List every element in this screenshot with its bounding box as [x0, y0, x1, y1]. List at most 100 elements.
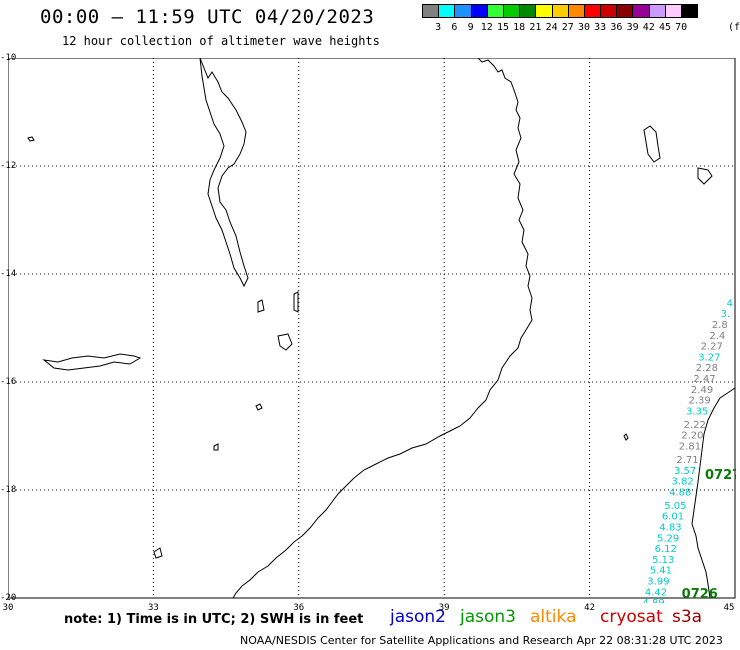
swh-value: 2.20 — [681, 431, 703, 442]
scale-swatch — [632, 4, 650, 18]
scale-swatch — [422, 4, 440, 18]
map-frame — [8, 58, 736, 599]
color-scale-labels: 3 6 9 12 15 18 21 24 27 30 33 36 39 42 45 70 — [422, 22, 740, 34]
swh-value: 2.39 — [689, 396, 711, 407]
swh-value: 3.57 — [674, 466, 696, 477]
coastline — [27, 58, 736, 599]
swh-value: 2.81 — [679, 442, 701, 453]
scale-swatch — [681, 4, 699, 18]
altimeter-swh-track: 43.2.82.42.273.272.282.472.492.393.35 2.2… — [642, 298, 733, 603]
swh-value: 2.27 — [701, 342, 723, 353]
scale-swatch — [616, 4, 634, 18]
madagascar-coastline — [691, 387, 736, 599]
scale-swatch — [600, 4, 618, 18]
scale-label: 15 — [496, 22, 510, 33]
lake-malawi — [199, 58, 249, 288]
satellite-name: jason2 — [390, 607, 446, 627]
scale-label: 33 — [594, 22, 607, 33]
swh-value: 6.01 — [662, 512, 684, 523]
scale-label: 6 — [451, 22, 458, 33]
island — [697, 167, 713, 185]
swh-value: 4.89 — [642, 598, 664, 603]
islet — [153, 547, 163, 559]
swh-value: 2.8 — [712, 320, 728, 331]
longitude-tick-label: 33 — [147, 603, 159, 613]
longitude-tick-label: 30 — [2, 603, 14, 613]
scale-swatch — [486, 4, 504, 18]
pass-time-label: 0727 — [705, 468, 736, 483]
color-scale-legend — [422, 4, 699, 20]
longitude-tick-label: 42 — [584, 603, 596, 613]
lake — [42, 353, 142, 371]
swh-value: 5.05 — [664, 501, 686, 512]
scale-label: 9 — [467, 22, 474, 33]
satellite-name: s3a — [672, 607, 703, 627]
latitude-tick-label: -20 — [0, 593, 17, 603]
scale-label: 30 — [577, 22, 591, 33]
latitude-tick-label: -10 — [0, 53, 17, 63]
satellite-name: altika — [530, 607, 577, 627]
swh-value: 5.13 — [652, 555, 674, 566]
islet — [255, 403, 263, 411]
swh-value: 2.49 — [691, 385, 713, 396]
footnote: note: 1) Time is in UTC; 2) SWH is in fe… — [64, 612, 364, 627]
swh-value: 5.41 — [650, 566, 672, 577]
islet — [623, 433, 629, 441]
scale-label: 18 — [513, 22, 526, 33]
islet — [27, 136, 35, 142]
scale-swatch — [438, 4, 456, 18]
swh-value: 2.4 — [709, 331, 725, 342]
scale-swatch — [583, 4, 602, 18]
swh-value: 2.47 — [693, 374, 715, 385]
scale-swatch — [664, 4, 682, 18]
scale-swatch — [470, 4, 488, 18]
pass-time-labels: 0727 0726 — [682, 468, 736, 602]
swh-value: 4.83 — [659, 523, 681, 534]
map-canvas: 43.2.82.42.273.272.282.472.492.393.35 2.2… — [8, 58, 736, 603]
scale-label: 36 — [610, 22, 623, 33]
scale-swatch — [567, 4, 585, 18]
swh-value: 3.99 — [647, 577, 669, 588]
swh-value: 4 — [727, 298, 733, 309]
mainland-coastline — [232, 58, 533, 599]
swh-value: 2.22 — [684, 420, 706, 431]
swh-value: 3. — [721, 309, 731, 320]
scale-label: 39 — [626, 22, 639, 33]
scale-label: 70 — [675, 22, 688, 33]
swh-value: 3.27 — [698, 352, 720, 363]
map-title: 00:00 – 11:59 UTC 04/20/2023 — [40, 6, 375, 28]
swh-value: 6.12 — [655, 544, 677, 555]
scale-swatch — [551, 4, 569, 18]
latitude-tick-label: -14 — [0, 269, 17, 279]
latitude-tick-label: -18 — [0, 485, 17, 495]
scale-swatch — [502, 4, 521, 18]
latitude-tick-label: -12 — [0, 161, 17, 171]
credit-line: NOAA/NESDIS Center for Satellite Applica… — [240, 634, 723, 647]
island — [293, 291, 299, 313]
longitude-tick-label: 39 — [438, 603, 450, 613]
swh-value: 3.82 — [672, 477, 694, 488]
swh-value: 4.42 — [645, 587, 667, 598]
scale-swatch — [454, 4, 472, 18]
swh-value: 5.29 — [657, 533, 679, 544]
swh-value: 2.28 — [696, 363, 718, 374]
swh-value: 4.88 — [669, 487, 691, 498]
satellite-name: cryosat — [600, 607, 663, 627]
swh-value: 3.35 — [686, 406, 708, 417]
island — [277, 333, 293, 351]
scale-label: 27 — [561, 22, 574, 33]
island — [257, 299, 265, 313]
scale-label: 42 — [642, 22, 655, 33]
scale-swatch — [648, 4, 666, 18]
scale-label: 45 — [658, 22, 672, 33]
islet — [213, 443, 219, 451]
satellite-name: jason3 — [460, 607, 516, 627]
scale-label: 24 — [545, 22, 558, 33]
latitude-tick-label: -16 — [0, 377, 17, 387]
scale-unit: (ft) — [728, 22, 740, 33]
pass-time-label: 0726 — [682, 587, 718, 602]
scale-label: 21 — [529, 22, 542, 33]
map-subtitle: 12 hour collection of altimeter wave hei… — [62, 34, 380, 48]
scale-swatch — [535, 4, 553, 18]
island — [643, 125, 661, 163]
